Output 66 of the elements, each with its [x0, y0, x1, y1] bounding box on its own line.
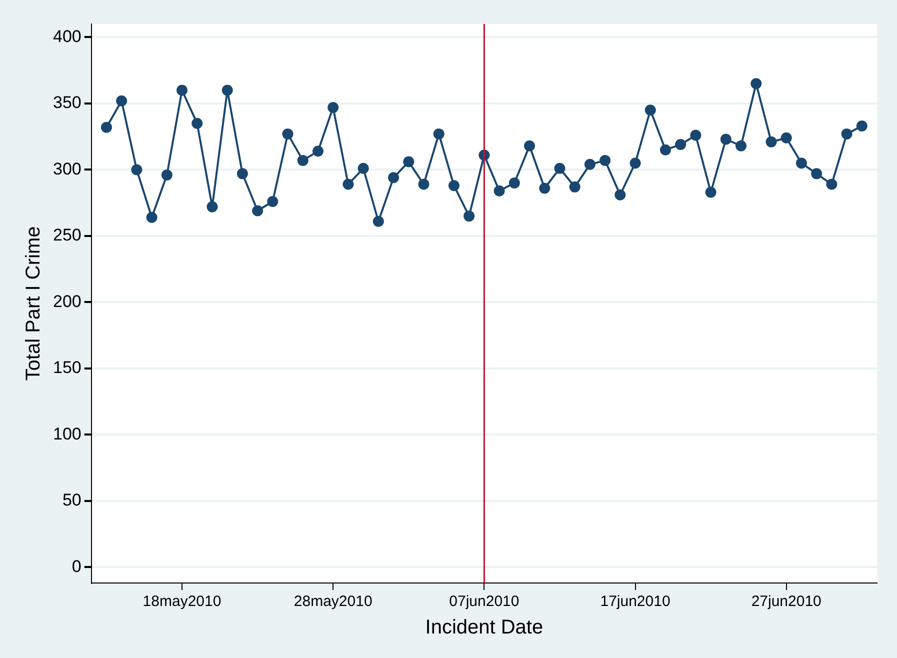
- point: [131, 164, 142, 176]
- point: [614, 189, 626, 200]
- point: [312, 146, 324, 157]
- point: [222, 84, 233, 96]
- point: [494, 185, 505, 196]
- point: [690, 130, 702, 141]
- y-tick-label: 400: [52, 26, 82, 46]
- point: [750, 78, 762, 90]
- point: [358, 162, 369, 174]
- point: [267, 196, 278, 208]
- point: [569, 181, 580, 192]
- point: [252, 205, 264, 216]
- point: [554, 162, 566, 174]
- point: [161, 170, 172, 181]
- point: [236, 168, 248, 180]
- point: [766, 136, 777, 148]
- point: [524, 140, 536, 152]
- point: [176, 84, 188, 96]
- x-tick-label: 07jun2010: [449, 593, 520, 610]
- point: [736, 140, 747, 152]
- point: [539, 182, 550, 194]
- point: [418, 178, 430, 190]
- point: [297, 154, 308, 166]
- point: [116, 95, 128, 106]
- x-tick-label: 28may2010: [294, 593, 372, 610]
- point: [856, 120, 868, 132]
- y-axis-title: Total Part I Crime: [22, 226, 45, 381]
- point: [630, 158, 641, 169]
- point: [584, 158, 596, 170]
- x-tick-label: 18may2010: [142, 593, 222, 610]
- point: [100, 122, 112, 133]
- point: [811, 168, 822, 180]
- y-tick-label: 100: [52, 424, 82, 444]
- y-tick-label: 0: [72, 556, 82, 576]
- point: [372, 216, 384, 227]
- point: [342, 178, 354, 190]
- y-tick-label: 50: [62, 490, 82, 510]
- point: [464, 210, 475, 222]
- x-tick-label: 27jun2010: [751, 593, 822, 610]
- point: [826, 178, 838, 190]
- point: [780, 132, 792, 144]
- point: [328, 102, 339, 113]
- point: [841, 128, 852, 140]
- point: [388, 172, 400, 184]
- y-tick-label: 250: [52, 226, 82, 245]
- point: [660, 144, 671, 156]
- point: [403, 156, 414, 168]
- x-tick-label: 17jun2010: [600, 593, 670, 610]
- point: [600, 154, 611, 166]
- point: [796, 158, 807, 169]
- point: [720, 134, 732, 145]
- y-tick-label: 350: [52, 93, 82, 112]
- point: [206, 201, 218, 212]
- point: [675, 139, 686, 150]
- x-axis-title: Incident Date: [425, 616, 544, 639]
- point: [192, 118, 203, 129]
- point: [508, 177, 520, 188]
- point: [282, 128, 294, 140]
- point: [644, 104, 656, 116]
- y-tick-label: 150: [52, 358, 82, 378]
- point: [705, 186, 716, 198]
- y-tick-label: 300: [52, 159, 82, 178]
- point: [146, 212, 158, 223]
- point: [448, 180, 460, 192]
- point: [433, 128, 444, 140]
- y-tick-label: 200: [52, 292, 82, 311]
